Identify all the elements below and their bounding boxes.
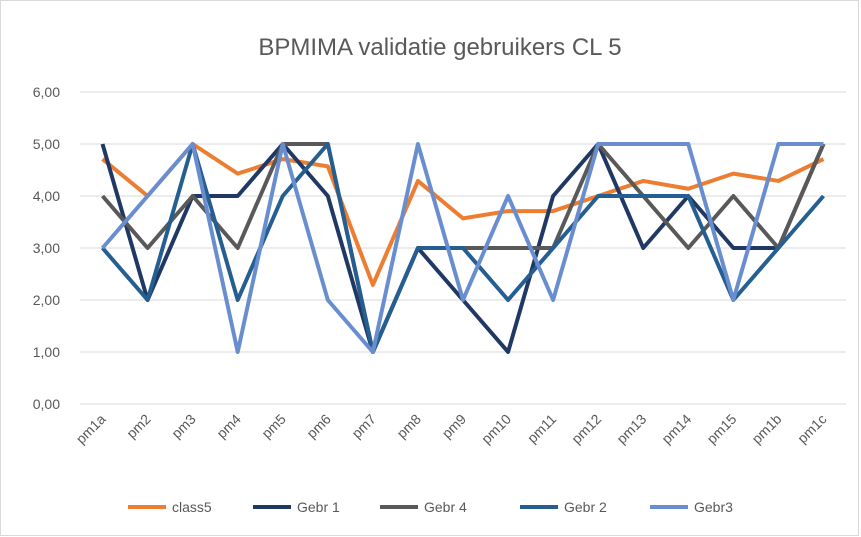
y-tick-label: 3,00 — [33, 240, 60, 256]
y-tick-label: 5,00 — [33, 136, 60, 152]
legend-label: Gebr3 — [694, 499, 733, 515]
y-tick-label: 1,00 — [33, 344, 60, 360]
legend-label: Gebr 2 — [564, 499, 607, 515]
series-line — [101, 142, 825, 354]
legend-label: class5 — [172, 499, 212, 515]
series-line — [101, 142, 825, 287]
chart-title: BPMIMA validatie gebruikers CL 5 — [258, 34, 621, 61]
y-tick-label: 6,00 — [33, 84, 60, 100]
y-tick-label: 0,00 — [33, 396, 60, 412]
legend-label: Gebr 4 — [424, 499, 467, 515]
series-line — [101, 142, 824, 354]
legend-label: Gebr 1 — [297, 499, 340, 515]
y-tick-label: 4,00 — [33, 188, 60, 204]
y-tick-label: 2,00 — [33, 292, 60, 308]
